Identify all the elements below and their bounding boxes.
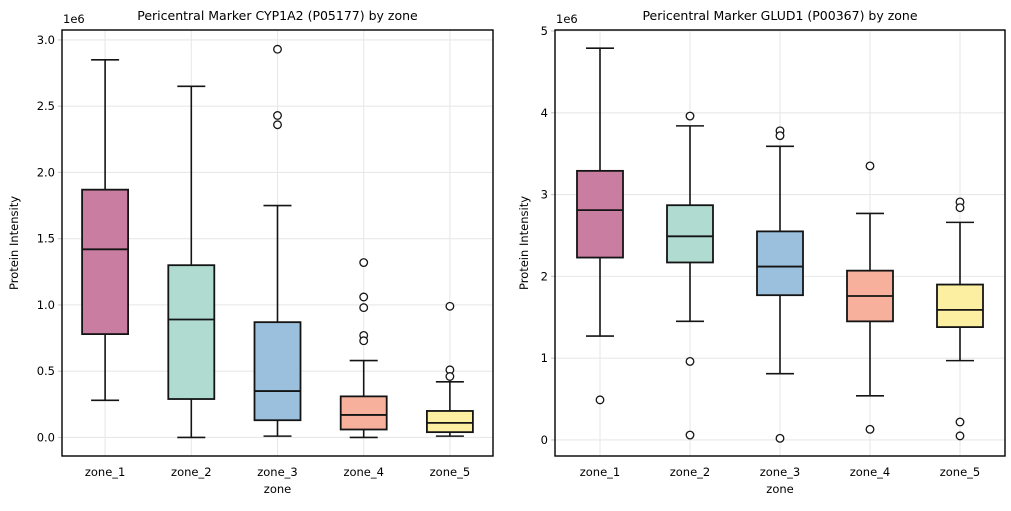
axes-spines (61, 29, 494, 457)
y-axis-offset-text: 1e6 (556, 12, 578, 26)
x-tick-label-zone_3: zone_3 (760, 465, 801, 479)
boxplot-zone_5 (936, 197, 984, 441)
x-tick-label-zone_5: zone_5 (430, 465, 471, 479)
boxplot-zone_2 (666, 111, 714, 440)
y-axis-offset-text: 1e6 (63, 12, 85, 26)
outlier-point (685, 356, 695, 366)
outlier-point (955, 203, 965, 213)
outlier-point (273, 111, 282, 120)
y-tick-label: 0 (541, 433, 548, 447)
y-tick-label: 4 (541, 106, 548, 120)
iqr-box (936, 283, 984, 328)
chart-title: Pericentral Marker CYP1A2 (P05177) by zo… (137, 8, 418, 23)
outlier-point (445, 372, 455, 381)
chart-title: Pericentral Marker GLUD1 (P00367) by zon… (642, 8, 917, 23)
outlier-point (865, 424, 875, 434)
x-tick-label-zone_1: zone_1 (85, 465, 126, 479)
outlier-point (865, 161, 875, 171)
right-subplot: 0 1 2 3 4 5 zone_1 zone_2 zone_3 zone_4 zone_5 1e6 P… (517, 8, 1006, 496)
y-axis-label: Protein Intensity (517, 196, 531, 290)
y-tick-label: 5 (541, 24, 548, 38)
outlier-point (359, 336, 369, 346)
y-tick-label: 1 (541, 351, 548, 365)
x-tick-label-zone_2: zone_2 (670, 465, 711, 479)
boxplot-zone_5 (425, 301, 474, 437)
x-tick-label-zone_2: zone_2 (171, 465, 212, 479)
iqr-box (253, 321, 302, 422)
x-tick-label-zone_1: zone_1 (580, 465, 621, 479)
x-tick-label-zone_4: zone_4 (343, 465, 384, 479)
y-tick-label: 2.5 (37, 99, 55, 113)
y-tick-label: 1.5 (37, 232, 55, 246)
boxplot-zone_3 (253, 44, 302, 437)
x-axis-label: zone (264, 482, 291, 496)
outlier-point (685, 111, 695, 121)
x-tick-label-zone_3: zone_3 (257, 465, 298, 479)
outlier-point (685, 430, 695, 440)
outlier-point (955, 431, 965, 441)
boxplot-zone_3 (756, 126, 804, 443)
iqr-box (339, 395, 388, 431)
outlier-point (359, 303, 369, 313)
outlier-point (273, 44, 282, 54)
y-tick-label: 3.0 (37, 33, 55, 47)
outlier-point (445, 301, 455, 311)
outlier-point (955, 417, 965, 427)
x-tick-label-zone_4: zone_4 (850, 465, 891, 479)
y-tick-label: 3 (541, 188, 548, 202)
iqr-box (576, 169, 624, 259)
x-tick-label-zone_5: zone_5 (940, 465, 981, 479)
iqr-box (81, 188, 129, 335)
outlier-point (359, 292, 369, 302)
axes-spines (554, 29, 1006, 457)
boxplot-zone_1 (81, 59, 129, 402)
iqr-box (666, 204, 714, 264)
boxplot-zone_4 (846, 161, 894, 434)
outlier-point (775, 433, 785, 443)
boxplot-zone_4 (339, 258, 388, 439)
y-axis-label: Protein Intensity (7, 196, 21, 290)
y-tick-label: 0.0 (37, 430, 55, 444)
y-tick-label: 2.0 (37, 165, 55, 179)
boxplot-zone_1 (576, 47, 624, 405)
outlier-point (273, 120, 282, 130)
iqr-box (167, 264, 216, 400)
iqr-box (756, 230, 804, 297)
y-tick-label: 1.0 (37, 298, 55, 312)
outlier-point (359, 258, 369, 267)
x-axis-label: zone (766, 482, 793, 496)
boxplot-zone_2 (167, 85, 216, 439)
outlier-point (775, 131, 785, 141)
iqr-box (425, 410, 474, 434)
y-tick-label: 0.5 (37, 364, 55, 378)
y-tick-label: 2 (541, 269, 548, 283)
outlier-point (595, 395, 605, 405)
